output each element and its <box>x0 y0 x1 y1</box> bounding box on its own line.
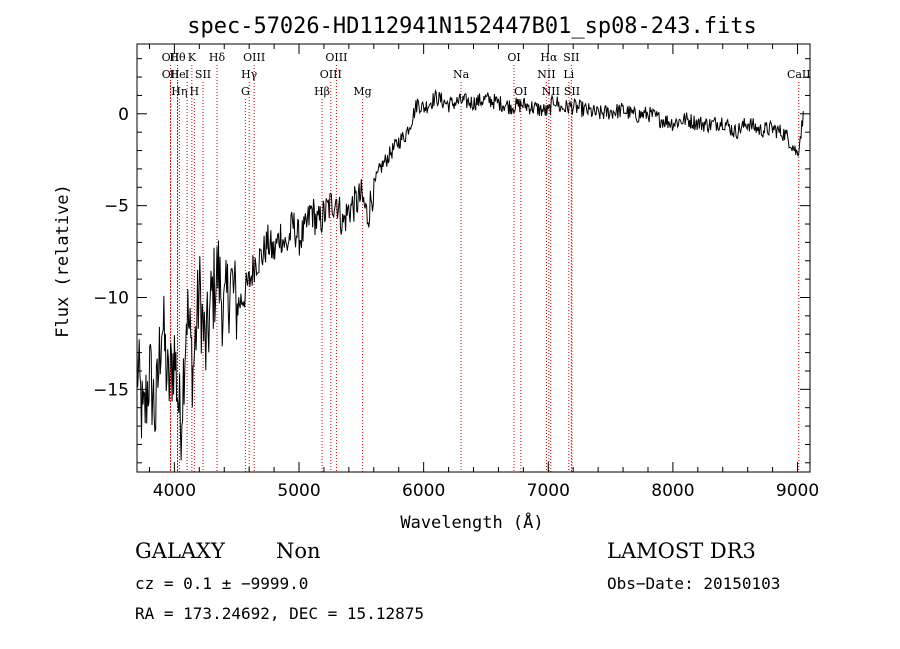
spectral-line-labels: OIIOIIHθHeHηIKHSIIHδGHγOIIIHβOIIIOIIIMgN… <box>162 51 811 98</box>
observation-date: Obs−Date: 20150103 <box>607 574 781 593</box>
line-label: CaII <box>787 68 811 81</box>
y-tick-label: 0 <box>118 105 129 125</box>
line-label: OII <box>162 51 180 64</box>
line-label: OI <box>507 51 520 64</box>
line-label: NII <box>537 68 555 81</box>
x-tick-label: 7000 <box>527 481 570 501</box>
y-tick-label: −15 <box>93 380 129 400</box>
line-label: Hβ <box>314 85 330 98</box>
line-label: SII <box>563 51 579 64</box>
line-label: SII <box>195 68 211 81</box>
spectrum-series-line <box>136 88 804 461</box>
line-label: OIII <box>325 51 347 64</box>
y-axis-ticks: 0 −5 −10 −15 <box>93 58 810 464</box>
object-class: GALAXY <box>135 539 225 563</box>
line-label: OIII <box>320 68 342 81</box>
line-label: Hδ <box>209 51 226 64</box>
line-label: Hα <box>540 51 558 64</box>
line-label: G <box>241 85 250 98</box>
survey-release: LAMOST DR3 <box>607 539 756 563</box>
line-label: Hγ <box>241 68 258 81</box>
line-label: OII <box>162 68 180 81</box>
x-tick-label: 8000 <box>651 481 694 501</box>
x-axis-label: Wavelength (Å) <box>400 511 543 533</box>
y-tick-label: −10 <box>93 288 129 308</box>
redshift-readout: cz = 0.1 ± −9999.0 <box>135 574 309 593</box>
x-tick-label: 9000 <box>776 481 819 501</box>
line-label: H <box>190 85 200 98</box>
line-label: Li <box>563 68 574 81</box>
x-tick-label: 4000 <box>153 481 196 501</box>
line-label: Hη <box>171 85 187 98</box>
object-subclass: Non <box>276 539 321 563</box>
y-axis-label: Flux (relative) <box>53 184 73 338</box>
line-label: SII <box>564 85 580 98</box>
y-tick-label: −5 <box>104 197 129 217</box>
line-label: Mg <box>353 85 371 98</box>
line-label: OI <box>514 85 527 98</box>
spectrum-chart: spec-57026-HD112941N152447B01_sp08-243.f… <box>53 14 819 533</box>
line-label: NII <box>542 85 560 98</box>
line-label: He <box>170 68 186 81</box>
x-tick-label: 6000 <box>402 481 445 501</box>
coordinates-readout: RA = 173.24692, DEC = 15.12875 <box>135 604 424 623</box>
line-label: Na <box>453 68 470 81</box>
chart-title: spec-57026-HD112941N152447B01_sp08-243.f… <box>187 14 757 39</box>
x-axis-ticks: 4000 5000 6000 7000 8000 9000 <box>148 44 819 501</box>
line-label: Hθ <box>169 51 186 64</box>
line-label: K <box>188 51 197 64</box>
line-label: OIII <box>243 51 265 64</box>
line-label: I <box>185 68 189 81</box>
x-tick-label: 5000 <box>277 481 320 501</box>
